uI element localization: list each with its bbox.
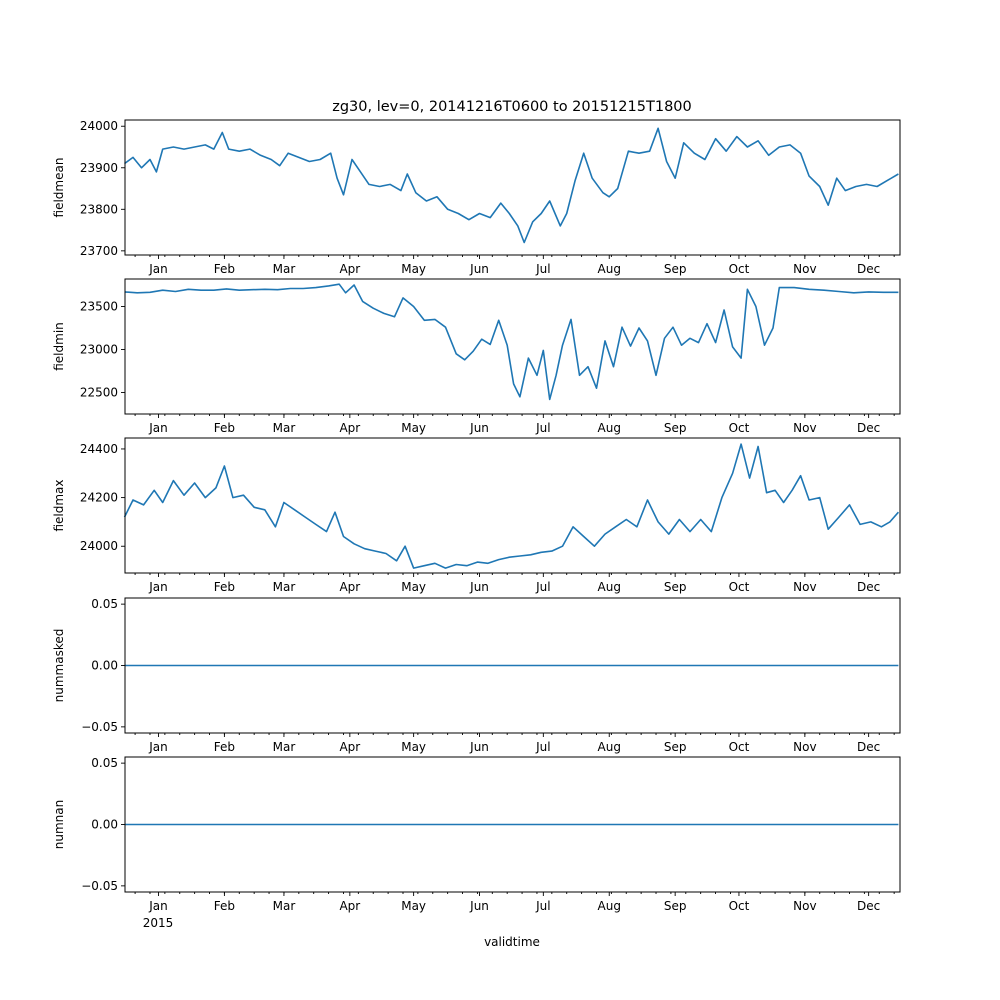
- series-line-fieldmean: [124, 127, 899, 244]
- x-tick-label: Oct: [729, 740, 750, 754]
- x-tick-label: Nov: [793, 262, 816, 276]
- x-tick-label: Nov: [793, 421, 816, 435]
- x-tick-label: Oct: [729, 580, 750, 594]
- x-tick-label: Mar: [273, 899, 296, 913]
- x-tick-label: Jun: [469, 899, 489, 913]
- x-tick-label: Nov: [793, 580, 816, 594]
- x-tick-label: Feb: [214, 580, 235, 594]
- x-tick-label: Oct: [729, 421, 750, 435]
- x-tick-label: Sep: [664, 580, 687, 594]
- y-tick-label-fieldmin: 23500: [80, 300, 118, 314]
- x-tick-label: Apr: [339, 421, 360, 435]
- x-tick-label: Mar: [273, 740, 296, 754]
- x-tick-label: Sep: [664, 740, 687, 754]
- x-tick-label: Dec: [857, 421, 880, 435]
- x-tick-label: Aug: [598, 740, 621, 754]
- y-tick-label-fieldmax: 24000: [80, 539, 118, 553]
- x-tick-label: Jul: [535, 899, 550, 913]
- x-tick-label: Sep: [664, 899, 687, 913]
- x-tick-label: Oct: [729, 899, 750, 913]
- x-tick-label: Apr: [339, 740, 360, 754]
- x-tick-label: Dec: [857, 262, 880, 276]
- x-tick-label: Sep: [664, 262, 687, 276]
- x-tick-label: Feb: [214, 262, 235, 276]
- x-tick-label: May: [401, 580, 426, 594]
- x-tick-label: Feb: [214, 899, 235, 913]
- y-axis-label-numnan: numnan: [52, 800, 66, 849]
- x-tick-label: Jul: [535, 262, 550, 276]
- plot-frame-fieldmean: [124, 119, 901, 256]
- x-tick-label: Jun: [469, 740, 489, 754]
- y-tick-label-nummasked: −0.05: [81, 720, 118, 734]
- x-tick-label: Jun: [469, 262, 489, 276]
- x-tick-label: May: [401, 899, 426, 913]
- x-tick-label: Jun: [469, 421, 489, 435]
- y-axis-label-fieldmean: fieldmean: [52, 158, 66, 218]
- x-tick-label: May: [401, 740, 426, 754]
- x-tick-label: Jan: [148, 740, 168, 754]
- y-tick-label-numnan: −0.05: [81, 879, 118, 893]
- x-tick-label: Apr: [339, 262, 360, 276]
- x-tick-label: Nov: [793, 740, 816, 754]
- x-tick-label: Nov: [793, 899, 816, 913]
- x-tick-label: Jul: [535, 421, 550, 435]
- y-tick-label-nummasked: 0.05: [91, 597, 118, 611]
- plot-frame-fieldmax: [124, 437, 901, 574]
- x-tick-label: Aug: [598, 421, 621, 435]
- x-tick-label: Jan: [148, 421, 168, 435]
- y-tick-label-fieldmean: 23900: [80, 161, 118, 175]
- x-tick-label: Jun: [469, 580, 489, 594]
- x-tick-label: Aug: [598, 262, 621, 276]
- x-tick-label: Apr: [339, 899, 360, 913]
- y-tick-label-numnan: 0.05: [91, 756, 118, 770]
- y-tick-label-fieldmean: 24000: [80, 119, 118, 133]
- y-tick-label-fieldmin: 23000: [80, 343, 118, 357]
- x-tick-label: Mar: [273, 421, 296, 435]
- x-tick-label: Mar: [273, 262, 296, 276]
- y-axis-label-nummasked: nummasked: [52, 629, 66, 703]
- x-axis-label: validtime: [484, 935, 540, 949]
- x-tick-label: Jan: [148, 899, 168, 913]
- x-tick-label: Oct: [729, 262, 750, 276]
- x-tick-label: Jan: [148, 580, 168, 594]
- x-tick-label: May: [401, 262, 426, 276]
- x-tick-label: Dec: [857, 580, 880, 594]
- y-tick-label-nummasked: 0.00: [91, 659, 118, 673]
- x-tick-label: Feb: [214, 421, 235, 435]
- x-tick-label: Apr: [339, 580, 360, 594]
- x-tick-label: Aug: [598, 580, 621, 594]
- y-tick-label-fieldmin: 22500: [80, 386, 118, 400]
- series-line-fieldmax: [123, 443, 900, 569]
- chart-title: zg30, lev=0, 20141216T0600 to 20151215T1…: [332, 99, 692, 115]
- x-tick-label: Feb: [214, 740, 235, 754]
- plot-frame-fieldmin: [124, 278, 901, 415]
- x-tick-label: Aug: [598, 899, 621, 913]
- x-tick-label: Dec: [857, 899, 880, 913]
- x-tick-label: May: [401, 421, 426, 435]
- y-tick-label-fieldmean: 23800: [80, 202, 118, 216]
- x-tick-label: Jul: [535, 740, 550, 754]
- series-line-fieldmin: [124, 283, 899, 401]
- x-tick-label: Jul: [535, 580, 550, 594]
- y-tick-label-fieldmax: 24200: [80, 491, 118, 505]
- x-tick-label: Mar: [273, 580, 296, 594]
- y-tick-label-numnan: 0.00: [91, 818, 118, 832]
- year-label: 2015: [143, 916, 174, 930]
- y-tick-label-fieldmean: 23700: [80, 244, 118, 258]
- y-axis-label-fieldmin: fieldmin: [52, 322, 66, 371]
- x-tick-label: Sep: [664, 421, 687, 435]
- y-tick-label-fieldmax: 24400: [80, 442, 118, 456]
- y-axis-label-fieldmax: fieldmax: [52, 479, 66, 531]
- x-tick-label: Jan: [148, 262, 168, 276]
- x-tick-label: Dec: [857, 740, 880, 754]
